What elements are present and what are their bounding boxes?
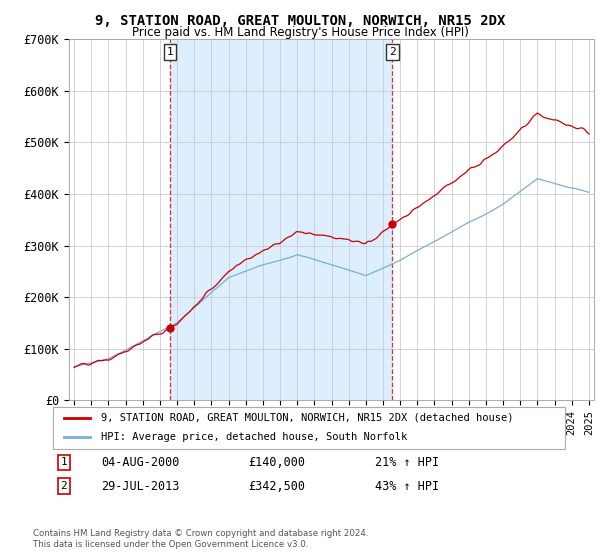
- Text: 2: 2: [389, 47, 396, 57]
- Text: 2: 2: [61, 481, 67, 491]
- Text: 29-JUL-2013: 29-JUL-2013: [101, 480, 179, 493]
- Text: 21% ↑ HPI: 21% ↑ HPI: [376, 456, 439, 469]
- Text: 1: 1: [61, 458, 67, 468]
- Text: 04-AUG-2000: 04-AUG-2000: [101, 456, 179, 469]
- Text: 43% ↑ HPI: 43% ↑ HPI: [376, 480, 439, 493]
- Text: £342,500: £342,500: [248, 480, 305, 493]
- Text: Contains HM Land Registry data © Crown copyright and database right 2024.
This d: Contains HM Land Registry data © Crown c…: [33, 529, 368, 549]
- FancyBboxPatch shape: [53, 407, 565, 449]
- Bar: [170, 39, 392, 400]
- Text: 1: 1: [167, 47, 173, 57]
- Text: £140,000: £140,000: [248, 456, 305, 469]
- Text: HPI: Average price, detached house, South Norfolk: HPI: Average price, detached house, Sout…: [101, 432, 407, 442]
- Text: 9, STATION ROAD, GREAT MOULTON, NORWICH, NR15 2DX: 9, STATION ROAD, GREAT MOULTON, NORWICH,…: [95, 14, 505, 28]
- Text: Price paid vs. HM Land Registry's House Price Index (HPI): Price paid vs. HM Land Registry's House …: [131, 26, 469, 39]
- Text: 9, STATION ROAD, GREAT MOULTON, NORWICH, NR15 2DX (detached house): 9, STATION ROAD, GREAT MOULTON, NORWICH,…: [101, 413, 513, 423]
